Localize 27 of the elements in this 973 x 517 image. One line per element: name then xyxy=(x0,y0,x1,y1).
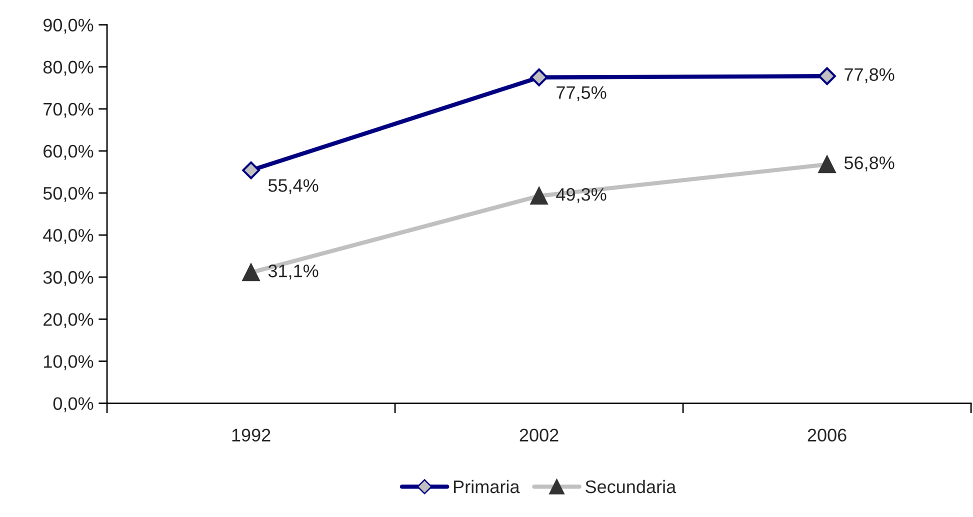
point xyxy=(242,264,260,282)
point xyxy=(818,67,836,86)
x-tick-label: 2006 xyxy=(808,428,846,442)
point xyxy=(242,161,260,180)
y-tick-label: 10,0% xyxy=(44,355,94,370)
data-label: 56,8% xyxy=(844,156,894,172)
data-label: 77,8% xyxy=(844,68,894,84)
legend-label: Secundaria xyxy=(586,480,676,494)
data-label: 55,4% xyxy=(268,179,318,194)
data-label: 31,1% xyxy=(268,264,318,280)
data-label: 49,3% xyxy=(556,188,606,203)
y-tick-label: 60,0% xyxy=(44,144,94,160)
y-tick-label: 80,0% xyxy=(43,60,94,76)
legend-label: Primaria xyxy=(454,480,520,494)
y-tick-label: 50,0% xyxy=(43,186,94,202)
x-tick-label: 1992 xyxy=(232,428,270,442)
point xyxy=(530,187,548,205)
y-tick-label: 90,0% xyxy=(43,18,94,34)
y-tick-label: 70,0% xyxy=(44,102,94,118)
y-tick-label: 20,0% xyxy=(44,313,94,328)
y-tick-label: 30,0% xyxy=(43,271,94,286)
y-tick-label: 40,0% xyxy=(43,228,94,244)
x-tick-label: 2002 xyxy=(520,428,558,442)
point xyxy=(530,68,548,86)
data-label: 77,5% xyxy=(556,86,606,102)
point xyxy=(818,156,836,174)
y-tick-label: 0,0% xyxy=(53,397,94,412)
